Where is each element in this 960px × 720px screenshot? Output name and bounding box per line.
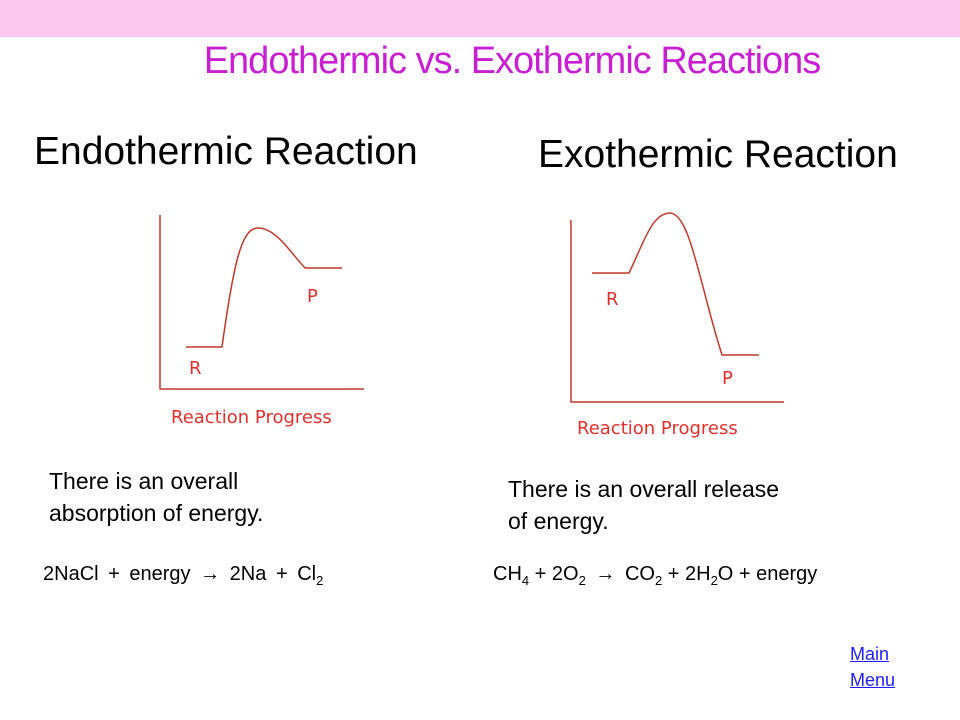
- eq-plus: +: [275, 563, 288, 585]
- eq-subscript: 2: [710, 573, 718, 588]
- eq-term-water: + 2H: [662, 563, 711, 585]
- endothermic-statement-line1: There is an overall: [49, 468, 239, 494]
- exothermic-equation: CH4 + 2O2 → CO2 + 2H2O + energy: [493, 563, 818, 588]
- eq-term-energy: energy: [129, 563, 191, 585]
- main-menu-link-line2[interactable]: Menu: [850, 670, 896, 690]
- eq-term-carbon-dioxide: CO: [624, 563, 655, 585]
- exothermic-statement-line1: There is an overall release: [508, 476, 780, 502]
- eq-subscript: 2: [578, 573, 586, 588]
- exothermic-statement-line2: of energy.: [508, 508, 609, 534]
- endothermic-equation: 2NaCl + energy → 2Na + Cl2: [43, 563, 324, 588]
- endothermic-statement: There is an overall absorption of energy…: [49, 465, 263, 529]
- eq-subscript: 4: [521, 573, 530, 588]
- endothermic-product-label: P: [307, 286, 318, 307]
- eq-term-sodium-chloride: 2NaCl: [43, 563, 99, 585]
- eq-arrow: →: [200, 563, 221, 585]
- endothermic-axes: [159, 215, 364, 390]
- main-menu-link-line1[interactable]: Main: [850, 644, 890, 664]
- exothermic-reactant-label: R: [606, 289, 619, 310]
- exothermic-axes: [570, 220, 784, 403]
- endothermic-reactant-label: R: [189, 358, 202, 379]
- eq-term-energy: O + energy: [717, 563, 818, 585]
- exothermic-x-axis-label: Reaction Progress: [577, 418, 738, 439]
- exothermic-graph: R P Reaction Progress: [570, 212, 784, 439]
- slide-title: Endothermic vs. Exothermic Reactions: [203, 40, 822, 82]
- endothermic-statement-line2: absorption of energy.: [49, 500, 264, 526]
- eq-term-chlorine: Cl2: [297, 563, 324, 588]
- exothermic-energy-curve: [592, 212, 759, 356]
- endothermic-energy-curve: [186, 227, 342, 348]
- eq-term-oxygen: + 2O: [529, 563, 579, 585]
- main-menu-link[interactable]: Main Menu: [850, 641, 910, 693]
- eq-subscript: 2: [654, 573, 663, 588]
- eq-term-methane: CH: [493, 563, 522, 585]
- eq-plus: +: [108, 563, 120, 585]
- endothermic-heading: Endothermic Reaction: [34, 130, 418, 173]
- exothermic-statement: There is an overall release of energy.: [508, 473, 779, 537]
- top-bar: [0, 0, 960, 37]
- exothermic-product-label: P: [722, 368, 733, 389]
- endothermic-graph: R P Reaction Progress: [159, 215, 364, 428]
- eq-arrow: →: [595, 563, 616, 585]
- endothermic-x-axis-label: Reaction Progress: [171, 407, 332, 428]
- exothermic-heading: Exothermic Reaction: [538, 133, 898, 176]
- eq-term-sodium: 2Na: [229, 563, 267, 585]
